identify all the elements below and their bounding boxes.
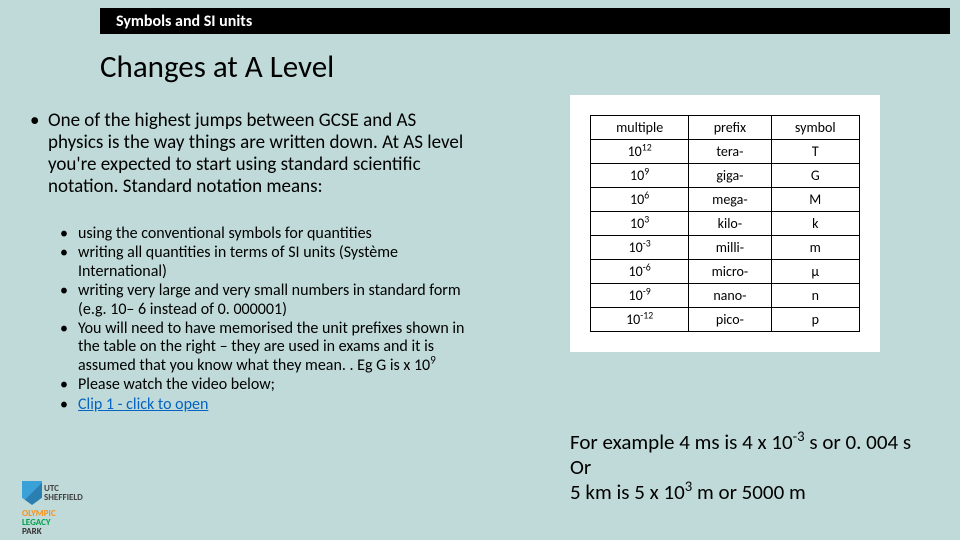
sub-bullet: •Please watch the video below; <box>60 376 470 394</box>
sub-bullet: •using the conventional symbols for quan… <box>60 225 470 243</box>
table-cell: 10-12 <box>591 308 689 332</box>
table-cell: 109 <box>591 164 689 188</box>
table-header-row: multipleprefixsymbol <box>591 116 860 140</box>
table-cell: k <box>771 212 860 236</box>
prefix-table: multipleprefixsymbol 1012tera-T109giga-G… <box>590 115 860 332</box>
sub-bullet: •Clip 1 - click to open <box>60 396 470 414</box>
main-paragraph-text: One of the highest jumps between GCSE an… <box>48 110 470 197</box>
table-row: 103kilo-k <box>591 212 860 236</box>
table-header-cell: symbol <box>771 116 860 140</box>
table-row: 106mega-M <box>591 188 860 212</box>
table-cell: 10-6 <box>591 260 689 284</box>
sub-bullet-text: writing very large and very small number… <box>78 282 470 319</box>
example-line: For example 4 ms is 4 x 10-3 s or 0. 004… <box>570 430 950 455</box>
table-cell: T <box>771 140 860 164</box>
sub-bullet-text: Please watch the video below; <box>78 376 275 394</box>
table-cell: 106 <box>591 188 689 212</box>
bullet-dot: • <box>60 396 78 414</box>
table-body: 1012tera-T109giga-G106mega-M103kilo-k10-… <box>591 140 860 332</box>
table-cell: pico- <box>689 308 771 332</box>
page-title: Changes at A Level <box>100 48 334 86</box>
table-cell: nano- <box>689 284 771 308</box>
table-cell: micro- <box>689 260 771 284</box>
table-cell: m <box>771 236 860 260</box>
table-row: 1012tera-T <box>591 140 860 164</box>
utc-sheffield-logo: UTCSHEFFIELD <box>22 479 102 507</box>
table-row: 109giga-G <box>591 164 860 188</box>
example-text: For example 4 ms is 4 x 10-3 s or 0. 004… <box>570 430 950 506</box>
table-cell: p <box>771 308 860 332</box>
sub-bullet-text: using the conventional symbols for quant… <box>78 225 372 243</box>
shield-icon <box>22 481 42 505</box>
main-paragraph: • One of the highest jumps between GCSE … <box>30 110 470 197</box>
table-cell: n <box>771 284 860 308</box>
table-cell: milli- <box>689 236 771 260</box>
bullet-dot: • <box>60 376 78 394</box>
example-line: Or <box>570 455 950 480</box>
table-row: 10-3milli-m <box>591 236 860 260</box>
table-cell: M <box>771 188 860 212</box>
utc-text: UTCSHEFFIELD <box>44 484 83 502</box>
footer-logos: UTCSHEFFIELD OLYMPIC LEGACY PARK <box>22 479 112 536</box>
table-row: 10-6micro-µ <box>591 260 860 284</box>
sub-bullet: •writing very large and very small numbe… <box>60 282 470 319</box>
table-cell: giga- <box>689 164 771 188</box>
prefix-table-container: multipleprefixsymbol 1012tera-T109giga-G… <box>570 95 880 352</box>
bullet-dot: • <box>60 244 78 281</box>
example-line: 5 km is 5 x 103 m or 5000 m <box>570 480 950 505</box>
table-header-cell: prefix <box>689 116 771 140</box>
table-cell: G <box>771 164 860 188</box>
table-cell: 10-3 <box>591 236 689 260</box>
table-header-cell: multiple <box>591 116 689 140</box>
header-label: Symbols and SI units <box>116 12 252 31</box>
sub-bullet-text: writing all quantities in terms of SI un… <box>78 244 470 281</box>
olympic-legacy-park-logo: OLYMPIC LEGACY PARK <box>22 509 112 536</box>
table-cell: 103 <box>591 212 689 236</box>
sub-bullet-list: •using the conventional symbols for quan… <box>60 225 470 415</box>
bullet-dot: • <box>60 225 78 243</box>
sub-bullet: •You will need to have memorised the uni… <box>60 320 470 375</box>
bullet-dot: • <box>60 282 78 319</box>
clip-1-link[interactable]: Clip 1 - click to open <box>78 395 208 414</box>
table-cell: µ <box>771 260 860 284</box>
header-bar: Symbols and SI units <box>100 8 950 34</box>
table-row: 10-9nano-n <box>591 284 860 308</box>
table-cell: mega- <box>689 188 771 212</box>
table-cell: 1012 <box>591 140 689 164</box>
table-cell: 10-9 <box>591 284 689 308</box>
sub-bullet: • writing all quantities in terms of SI … <box>60 244 470 281</box>
sub-bullet-text: Clip 1 - click to open <box>78 396 208 414</box>
bullet-dot: • <box>30 110 48 197</box>
table-row: 10-12pico-p <box>591 308 860 332</box>
table-cell: kilo- <box>689 212 771 236</box>
table-cell: tera- <box>689 140 771 164</box>
sub-bullet-text: You will need to have memorised the unit… <box>78 320 470 375</box>
bullet-dot: • <box>60 320 78 375</box>
